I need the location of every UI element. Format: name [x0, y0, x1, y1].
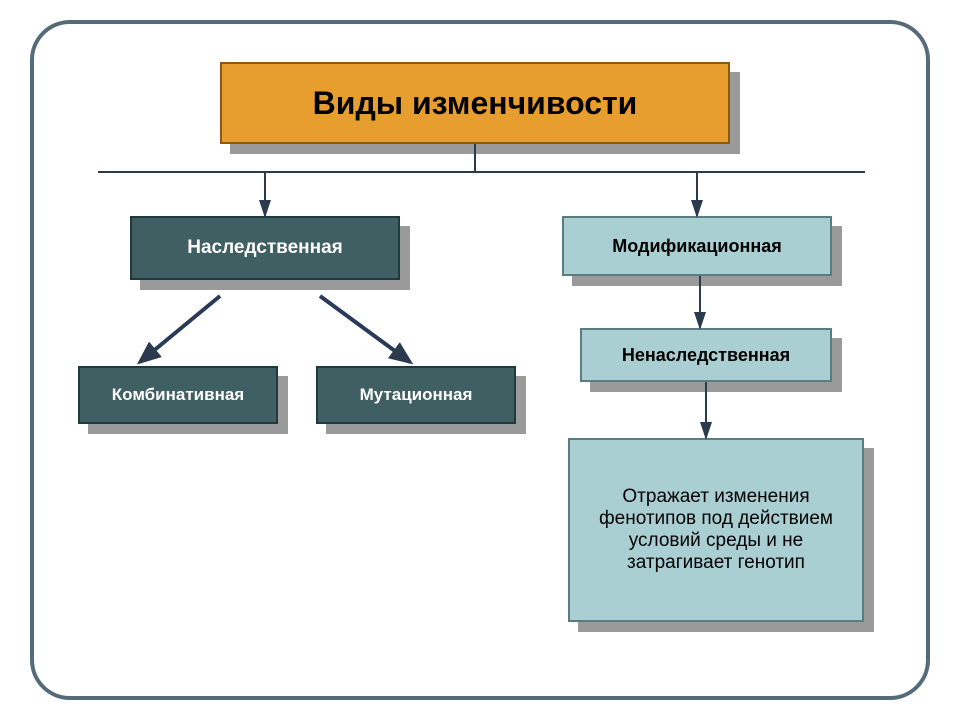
nonhereditary-box: Ненаследственная: [580, 328, 832, 382]
modification-text: Модификационная: [612, 236, 781, 257]
nonhereditary-text: Ненаследственная: [622, 345, 790, 366]
modification-box: Модификационная: [562, 216, 832, 276]
title-text: Виды изменчивости: [313, 85, 638, 122]
combinative-text: Комбинативная: [112, 385, 244, 405]
title-box: Виды изменчивости: [220, 62, 730, 144]
description-text: Отражает изменения фенотипов под действи…: [578, 486, 854, 574]
combinative-box: Комбинативная: [78, 366, 278, 424]
mutational-text: Мутационная: [360, 385, 473, 405]
diagram-canvas: Виды изменчивости Наследственная Модифик…: [0, 0, 960, 720]
mutational-box: Мутационная: [316, 366, 516, 424]
hereditary-text: Наследственная: [187, 237, 343, 259]
description-box: Отражает изменения фенотипов под действи…: [568, 438, 864, 622]
hereditary-box: Наследственная: [130, 216, 400, 280]
